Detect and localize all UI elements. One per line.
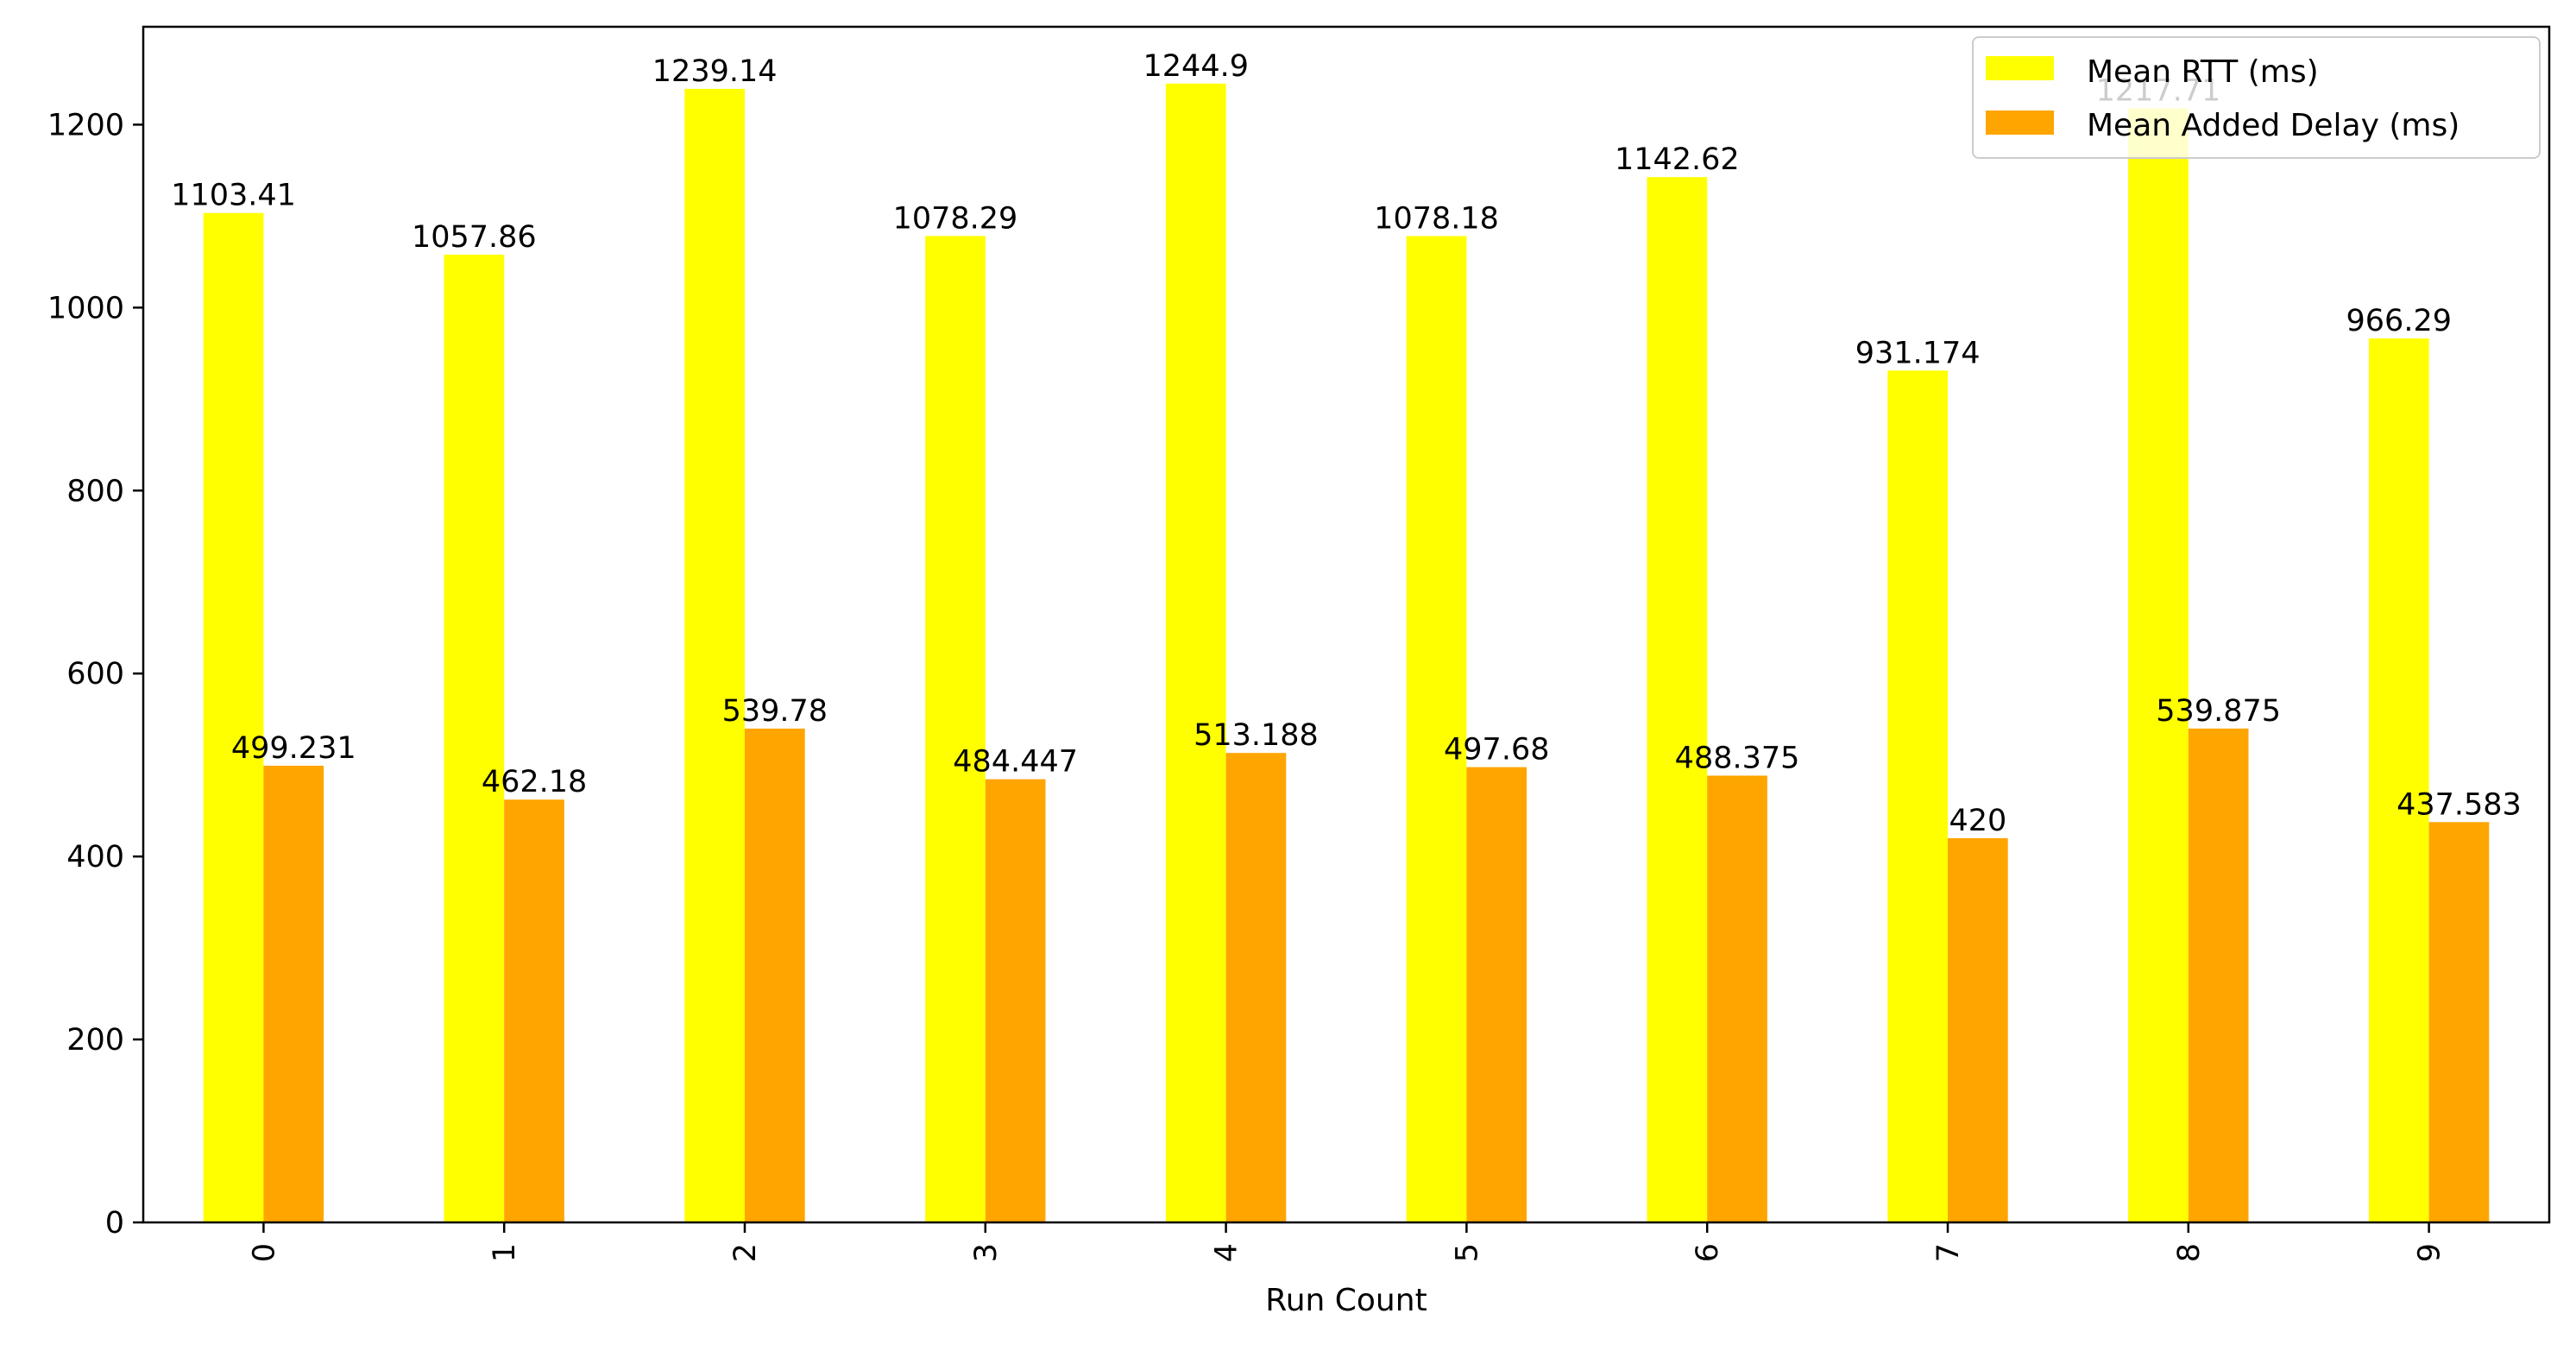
bar-mean-added-delay-6 bbox=[1707, 775, 1767, 1222]
x-tick-label-2: 2 bbox=[728, 1243, 763, 1262]
x-tick-label-7: 7 bbox=[1931, 1243, 1966, 1262]
x-tick-label-1: 1 bbox=[488, 1243, 522, 1262]
data-label-mean-rtt-0: 1103.41 bbox=[171, 179, 296, 213]
legend-frame bbox=[1972, 36, 2541, 159]
legend-swatch-mean-rtt bbox=[1986, 56, 2054, 80]
x-tick-label-6: 6 bbox=[1691, 1243, 1725, 1262]
y-tick-label-0: 0 bbox=[105, 1206, 124, 1241]
x-axis: 0 1 2 3 4 5 6 7 8 9 bbox=[247, 1222, 2447, 1262]
y-tick-label-600: 600 bbox=[66, 657, 124, 691]
plot-frame bbox=[142, 25, 2551, 1224]
data-label-mean-rtt-7: 931.174 bbox=[1855, 336, 1981, 370]
data-label-mean-rtt-6: 1142.62 bbox=[1615, 142, 1740, 177]
y-tick-label-400: 400 bbox=[66, 840, 124, 875]
bars-layer bbox=[203, 83, 2490, 1223]
legend-swatch-mean-added-delay bbox=[1986, 111, 2054, 135]
x-tick-label-3: 3 bbox=[969, 1243, 1004, 1262]
x-tick-label-0: 0 bbox=[247, 1243, 281, 1262]
bar-mean-rtt-5 bbox=[1406, 236, 1467, 1223]
data-label-mean-added-delay-7: 420 bbox=[1949, 804, 2006, 838]
legend-label-mean-rtt: Mean RTT (ms) bbox=[2087, 54, 2319, 90]
data-label-mean-added-delay-8: 539.875 bbox=[2156, 694, 2281, 729]
data-label-mean-rtt-9: 966.29 bbox=[2346, 304, 2452, 338]
data-label-mean-added-delay-9: 437.583 bbox=[2396, 787, 2522, 822]
data-label-mean-added-delay-3: 484.447 bbox=[953, 745, 1078, 780]
bar-mean-rtt-9 bbox=[2368, 338, 2429, 1222]
data-label-mean-added-delay-1: 462.18 bbox=[482, 765, 587, 799]
legend: Mean RTT (ms) Mean Added Delay (ms) bbox=[1972, 36, 2541, 159]
y-tick-label-800: 800 bbox=[66, 474, 124, 508]
bar-mean-added-delay-4 bbox=[1225, 753, 1287, 1222]
bar-mean-added-delay-9 bbox=[2428, 822, 2490, 1222]
bar-mean-added-delay-0 bbox=[263, 765, 324, 1222]
data-label-mean-rtt-2: 1239.14 bbox=[652, 54, 778, 89]
x-tick-label-5: 5 bbox=[1450, 1243, 1484, 1262]
bar-mean-added-delay-1 bbox=[504, 799, 564, 1222]
y-tick-label-1000: 1000 bbox=[47, 291, 124, 325]
data-label-mean-added-delay-5: 497.68 bbox=[1444, 733, 1549, 767]
data-label-mean-added-delay-6: 488.375 bbox=[1675, 741, 1800, 775]
data-label-mean-rtt-5: 1078.18 bbox=[1374, 201, 1499, 236]
y-tick-label-1200: 1200 bbox=[47, 108, 124, 142]
x-axis-label: Run Count bbox=[1265, 1283, 1427, 1318]
bar-mean-added-delay-7 bbox=[1948, 837, 2008, 1222]
bar-mean-rtt-2 bbox=[684, 88, 745, 1222]
y-tick-label-200: 200 bbox=[66, 1023, 124, 1058]
bar-mean-added-delay-2 bbox=[745, 729, 805, 1222]
data-label-mean-rtt-1: 1057.86 bbox=[412, 220, 537, 255]
bar-mean-rtt-8 bbox=[2128, 108, 2189, 1223]
bar-mean-rtt-6 bbox=[1647, 177, 1708, 1223]
legend-label-mean-added-delay: Mean Added Delay (ms) bbox=[2087, 108, 2459, 143]
x-tick-label-9: 9 bbox=[2413, 1243, 2447, 1262]
bar-mean-rtt-3 bbox=[925, 236, 986, 1222]
data-label-mean-rtt-3: 1078.29 bbox=[893, 201, 1018, 236]
bar-mean-rtt-4 bbox=[1165, 83, 1226, 1222]
data-label-mean-added-delay-0: 499.231 bbox=[231, 731, 356, 766]
bar-mean-rtt-7 bbox=[1887, 370, 1948, 1222]
bar-mean-added-delay-8 bbox=[2188, 728, 2249, 1222]
y-axis: 0 200 400 600 800 1000 1200 bbox=[47, 108, 143, 1241]
bar-mean-rtt-0 bbox=[203, 212, 264, 1223]
bar-mean-added-delay-5 bbox=[1466, 767, 1527, 1222]
bar-mean-added-delay-3 bbox=[985, 779, 1046, 1222]
data-label-mean-rtt-4: 1244.9 bbox=[1143, 49, 1249, 84]
data-label-mean-added-delay-4: 513.188 bbox=[1194, 718, 1319, 753]
x-tick-label-4: 4 bbox=[1210, 1243, 1244, 1262]
data-label-mean-added-delay-2: 539.78 bbox=[722, 694, 828, 729]
bar-mean-rtt-1 bbox=[444, 255, 505, 1222]
x-tick-label-8: 8 bbox=[2172, 1243, 2207, 1262]
